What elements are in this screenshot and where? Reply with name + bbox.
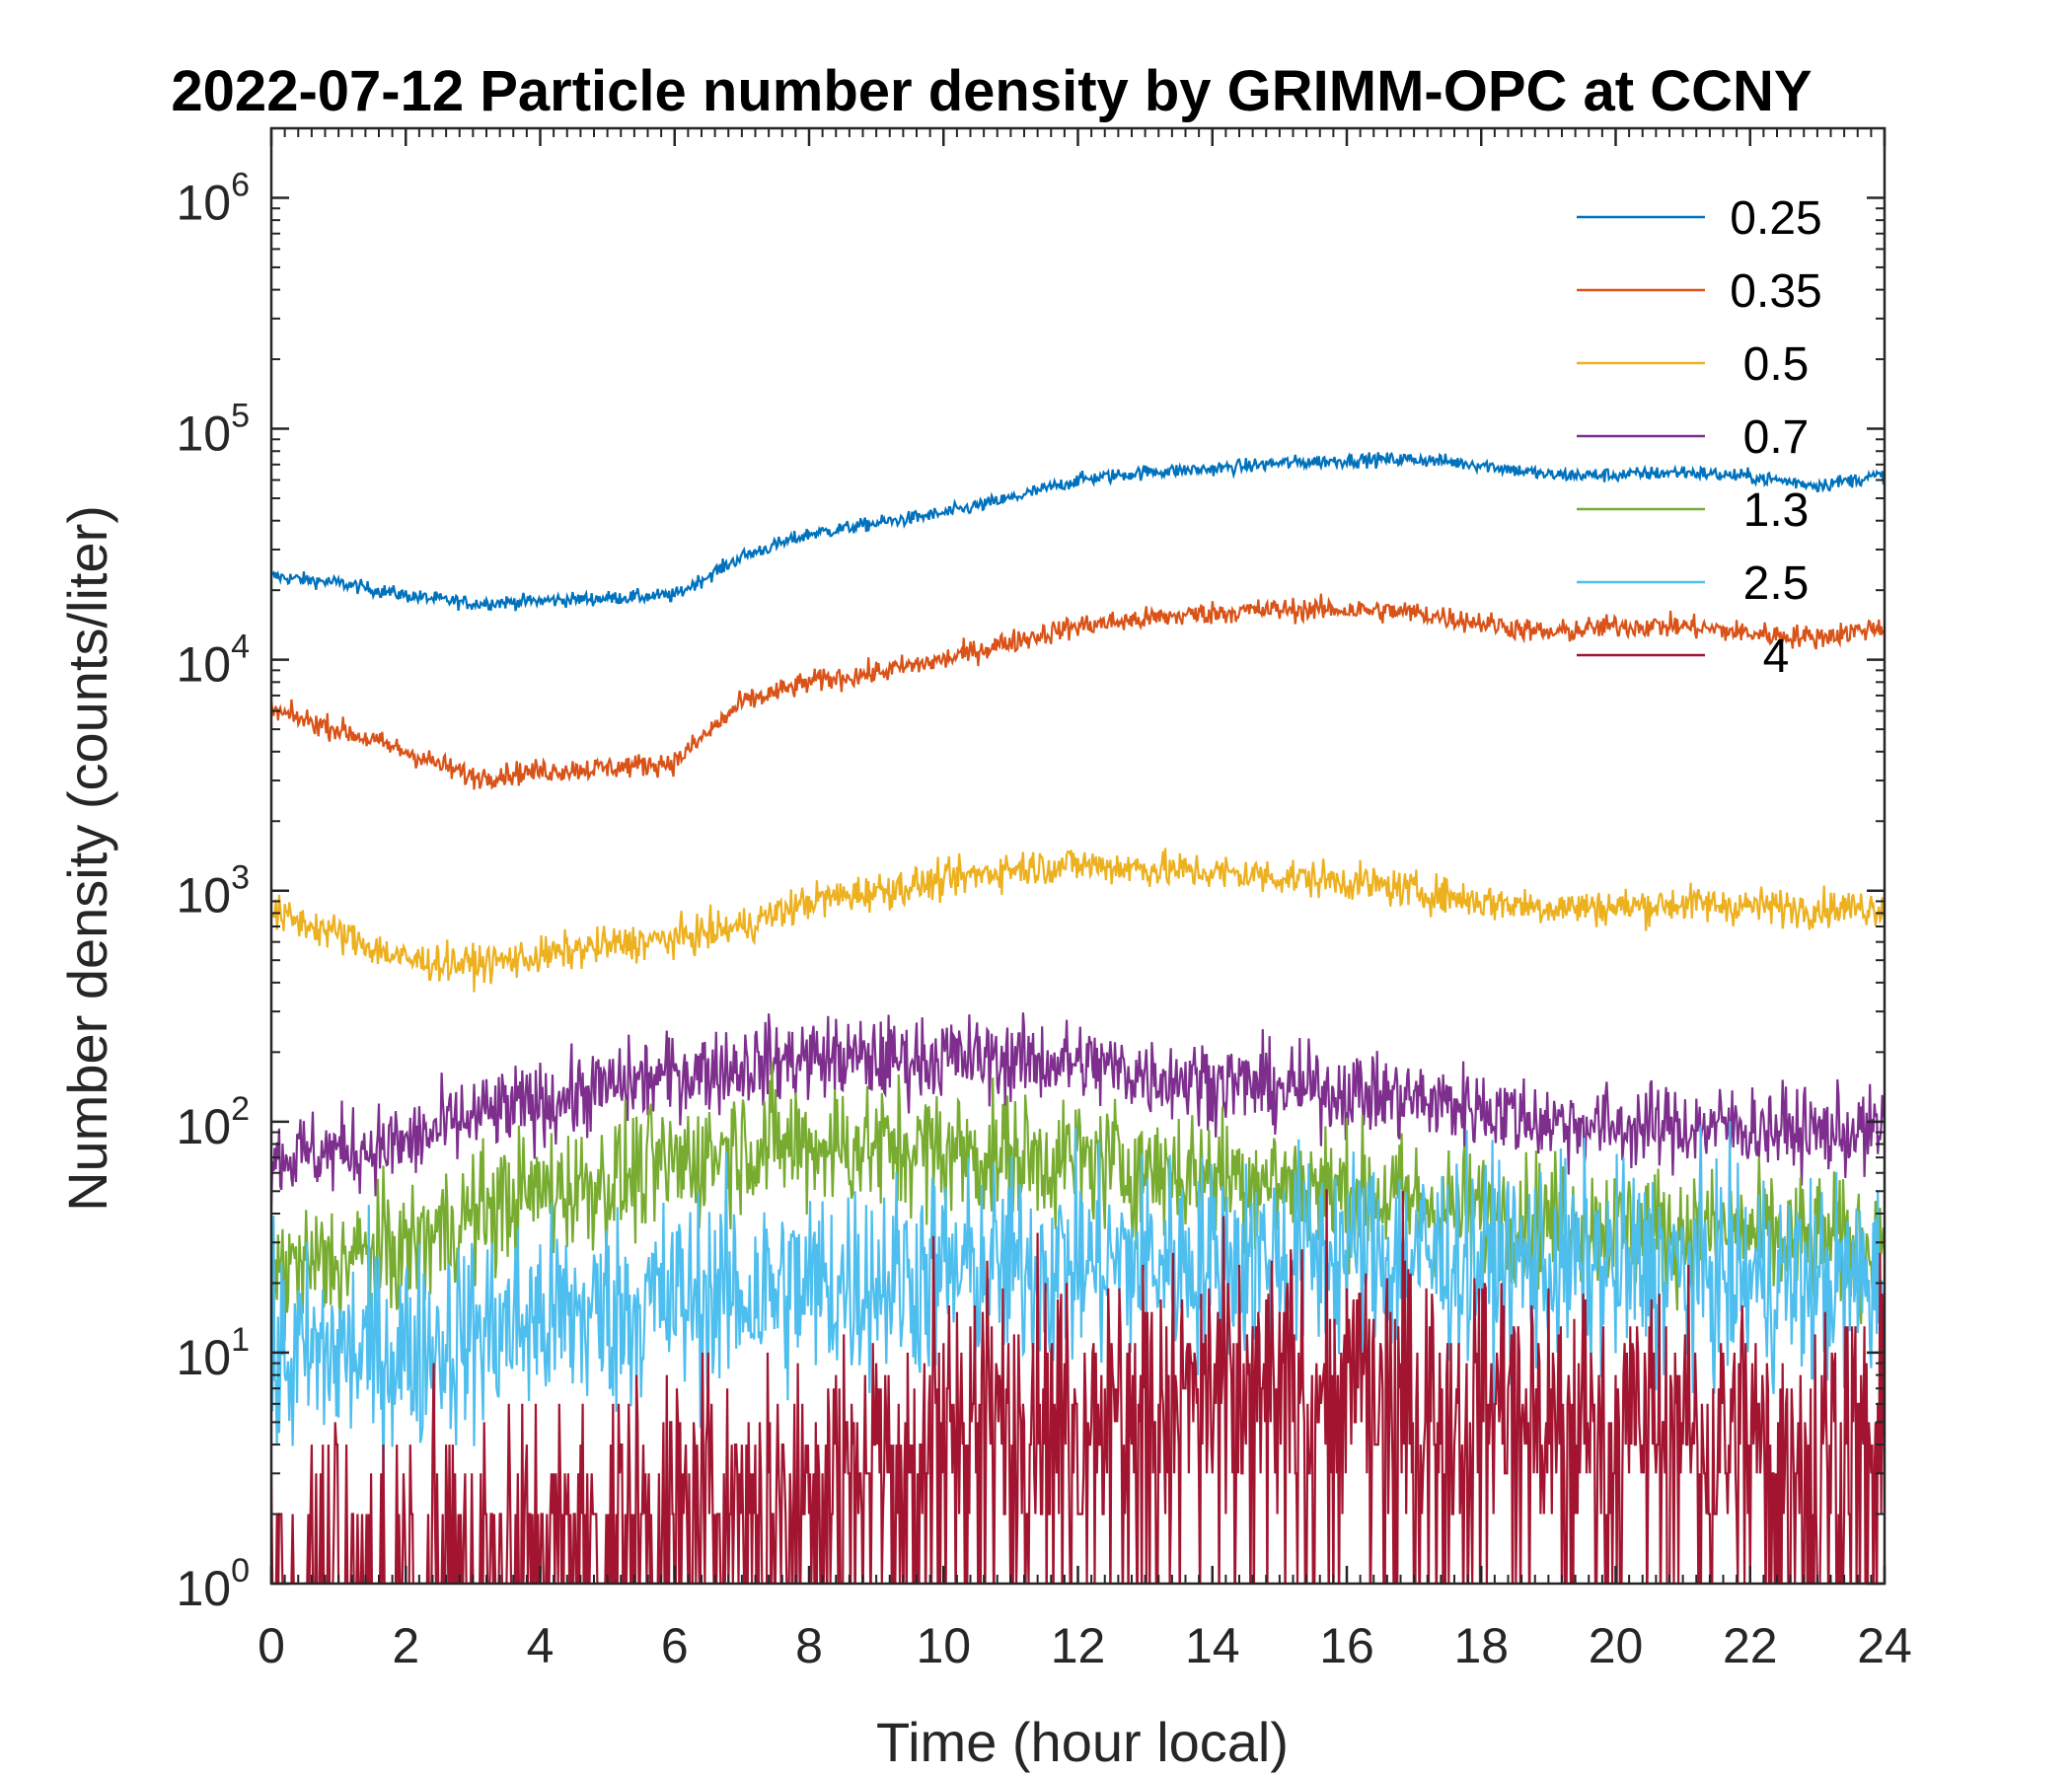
x-tick-label: 6 [661, 1618, 689, 1673]
series-line-0.25 [271, 451, 1885, 612]
legend-label-2.5: 2.5 [1743, 557, 1810, 610]
x-tick-label: 22 [1723, 1618, 1778, 1673]
legend-label-4: 4 [1763, 630, 1790, 683]
y-tick-label: 106 [176, 166, 250, 230]
y-tick-label: 105 [176, 398, 250, 462]
x-tick-label: 8 [795, 1618, 823, 1673]
x-tick-label: 14 [1185, 1618, 1240, 1673]
x-tick-label: 20 [1589, 1618, 1644, 1673]
x-tick-label: 2 [392, 1618, 419, 1673]
chart-title: 2022-07-12 Particle number density by GR… [171, 59, 1812, 123]
x-tick-label: 12 [1051, 1618, 1106, 1673]
legend-label-0.25: 0.25 [1730, 192, 1821, 245]
y-tick-label: 102 [176, 1090, 250, 1154]
legend-label-0.7: 0.7 [1743, 411, 1810, 464]
plot-lines [271, 451, 1885, 1584]
legend-label-1.3: 1.3 [1743, 484, 1810, 537]
y-axis-label: Number density (counts/liter) [56, 505, 118, 1212]
series-line-4 [271, 1189, 1885, 1584]
series-line-0.7 [271, 1012, 1885, 1208]
legend-label-0.35: 0.35 [1730, 265, 1821, 318]
x-tick-label: 18 [1453, 1618, 1509, 1673]
x-axis-label: Time (hour local) [876, 1711, 1289, 1773]
y-tick-label: 100 [176, 1552, 250, 1616]
y-tick-label: 101 [176, 1321, 250, 1385]
series-line-0.5 [271, 848, 1885, 993]
legend: 0.25 0.35 0.5 0.7 1.3 2.5 4 [1577, 192, 1822, 683]
x-tick-label: 10 [916, 1618, 971, 1673]
y-tick-label: 104 [176, 629, 250, 693]
x-tick-label: 0 [258, 1618, 285, 1673]
x-tick-label: 16 [1319, 1618, 1374, 1673]
x-tick-label: 24 [1857, 1618, 1912, 1673]
series-line-2.5 [271, 1121, 1885, 1495]
legend-label-0.5: 0.5 [1743, 338, 1810, 391]
series-line-0.35 [271, 593, 1885, 790]
y-tick-label: 103 [176, 859, 250, 924]
x-tick-label: 4 [527, 1618, 555, 1673]
axes: 0 2 4 6 8 10 12 14 16 18 20 22 241001011021031041051… [176, 126, 1912, 1673]
